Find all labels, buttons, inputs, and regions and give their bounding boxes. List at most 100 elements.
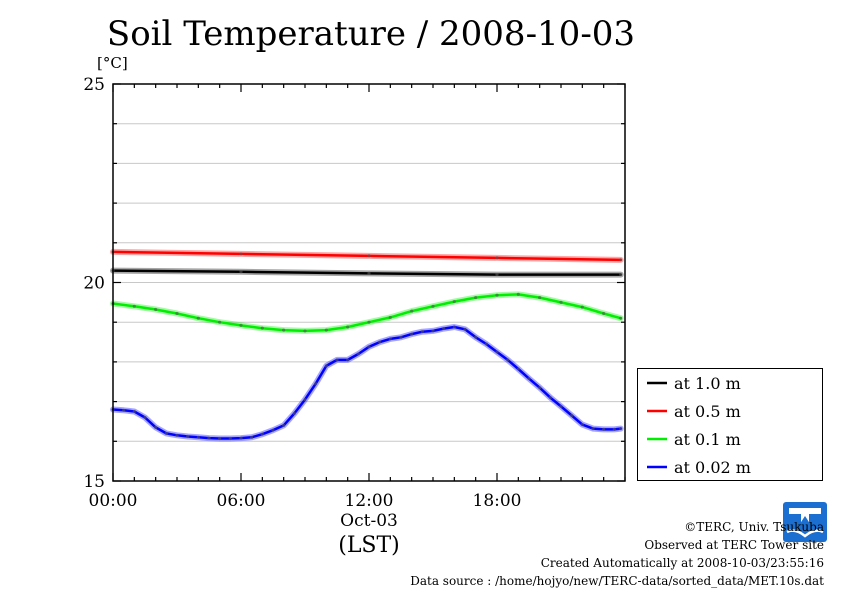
y-tick-label: 25 xyxy=(83,75,105,95)
data-point-at-0-02-m xyxy=(292,411,296,416)
data-point-at-0-02-m xyxy=(122,408,126,412)
data-point-at-0-02-m xyxy=(175,433,179,437)
data-point-at-0-02-m xyxy=(239,436,243,440)
data-point-at-0-02-m xyxy=(196,435,200,439)
footer-source: Data source : /home/hojyo/new/TERC-data/… xyxy=(410,574,824,588)
data-point-at-0-02-m xyxy=(495,350,499,354)
data-point-at-0-1-m xyxy=(516,292,520,297)
data-point-at-0-02-m xyxy=(335,358,339,362)
data-point-at-0-02-m xyxy=(378,340,382,344)
data-point-at-0-02-m xyxy=(442,326,446,331)
data-point-at-0-02-m xyxy=(250,435,254,439)
data-point-at-0-1-m xyxy=(154,307,158,312)
y-axis-unit-label: [°C] xyxy=(97,54,128,72)
data-point-at-0-02-m xyxy=(548,396,552,400)
data-point-at-0-1-m xyxy=(239,323,243,327)
data-point-at-0-02-m xyxy=(570,413,574,418)
grid-lines xyxy=(113,123,625,442)
data-point-at-0-1-m xyxy=(538,295,542,300)
legend-swatch-0-1m xyxy=(647,437,667,441)
data-point-at-0-5-m xyxy=(367,254,371,258)
footer-created: Created Automatically at 2008-10-03/23:5… xyxy=(540,556,824,570)
data-point-at-0-02-m xyxy=(271,428,275,432)
data-point-at-0-02-m xyxy=(260,432,264,436)
data-point-at-0-02-m xyxy=(388,337,392,341)
data-point-at-0-02-m xyxy=(367,345,371,349)
data-point-at-0-1-m xyxy=(260,326,264,330)
x-tick-label: 18:00 xyxy=(473,491,522,511)
data-point-at-0-1-m xyxy=(580,305,584,309)
data-point-at-0-5-m xyxy=(619,258,623,262)
data-point-at-0-1-m xyxy=(346,325,350,329)
data-point-at-0-02-m xyxy=(356,352,360,356)
x-tick-label: 00:00 xyxy=(89,491,138,511)
data-point-at-0-02-m xyxy=(452,325,456,329)
data-point-at-0-02-m xyxy=(186,434,190,439)
legend-swatch-1-0m xyxy=(647,381,667,385)
data-point-at-0-1-m xyxy=(474,295,478,300)
data-point-at-0-1-m xyxy=(324,328,328,332)
legend-swatch-0-5m xyxy=(647,409,667,413)
x-axis-title: (LST) xyxy=(338,533,400,558)
data-point-at-0-02-m xyxy=(132,409,136,414)
data-point-at-0-1-m xyxy=(196,316,200,320)
data-point-at-0-1-m xyxy=(602,311,606,316)
data-point-at-0-1-m xyxy=(367,320,371,324)
data-point-at-0-02-m xyxy=(591,426,595,431)
legend-item-0-1m: at 0.1 m xyxy=(646,429,741,449)
data-point-at-0-1-m xyxy=(303,329,307,333)
data-point-at-0-02-m xyxy=(580,423,584,427)
data-point-at-0-1-m xyxy=(132,304,136,308)
series-line-at-0-02-m xyxy=(111,325,622,440)
data-point-at-0-02-m xyxy=(324,364,328,368)
data-point-at-1-0-m xyxy=(367,271,371,275)
data-point-at-0-02-m xyxy=(559,404,563,408)
legend: at 1.0 m at 0.5 m at 0.1 m at 0.02 m xyxy=(637,368,823,481)
series-halo-at-0-02-m xyxy=(110,324,624,442)
data-point-at-0-02-m xyxy=(282,423,286,428)
footer-copyright: ©TERC, Univ. Tsukuba xyxy=(684,520,824,534)
data-point-at-0-02-m xyxy=(527,376,531,381)
data-point-at-0-1-m xyxy=(559,300,563,304)
data-point-at-0-02-m xyxy=(410,332,414,336)
y-tick-label: 15 xyxy=(83,472,105,492)
data-point-at-0-02-m xyxy=(474,335,478,339)
legend-label-0-1m: at 0.1 m xyxy=(674,429,741,449)
legend-swatch-0-02m xyxy=(647,465,667,469)
data-point-at-0-1-m xyxy=(452,299,456,304)
data-point-at-0-1-m xyxy=(218,320,222,324)
chart-title: Soil Temperature / 2008-10-03 xyxy=(106,14,636,54)
data-point-at-0-1-m xyxy=(388,315,392,320)
data-point-at-0-02-m xyxy=(154,425,158,430)
data-point-at-0-02-m xyxy=(538,386,542,390)
data-point-at-0-02-m xyxy=(143,415,147,420)
y-tick-label: 20 xyxy=(83,274,105,294)
terc-logo-icon xyxy=(783,502,827,542)
data-point-at-0-1-m xyxy=(619,316,623,320)
data-point-at-0-1-m xyxy=(175,311,179,316)
data-point-at-0-02-m xyxy=(303,398,307,402)
legend-label-0-5m: at 0.5 m xyxy=(674,401,741,421)
data-point-at-0-5-m xyxy=(239,252,243,256)
data-point-at-0-02-m xyxy=(619,426,623,431)
data-point-at-0-02-m xyxy=(399,335,403,339)
data-point-at-0-02-m xyxy=(164,431,168,435)
legend-label-1-0m: at 1.0 m xyxy=(674,373,741,393)
data-point-at-0-02-m xyxy=(431,329,435,333)
tick-layer: 15 20 25 00:00 06:00 12:00 18:00 xyxy=(83,75,626,511)
data-point-at-0-5-m xyxy=(495,256,499,260)
x-tick-label: 12:00 xyxy=(345,491,394,511)
series-layer xyxy=(110,248,624,442)
data-point-at-0-02-m xyxy=(207,436,211,440)
data-point-at-0-02-m xyxy=(463,327,467,331)
data-point-at-0-02-m xyxy=(314,382,318,386)
data-point-at-0-02-m xyxy=(484,342,488,346)
x-axis-date-label: Oct-03 xyxy=(340,511,398,531)
legend-label-0-02m: at 0.02 m xyxy=(674,457,751,477)
data-point-at-0-02-m xyxy=(506,358,510,362)
footer-site: Observed at TERC Tower site xyxy=(644,538,824,552)
x-tick-label: 06:00 xyxy=(217,491,266,511)
data-point-at-0-1-m xyxy=(495,293,499,297)
data-point-at-0-02-m xyxy=(228,436,232,441)
